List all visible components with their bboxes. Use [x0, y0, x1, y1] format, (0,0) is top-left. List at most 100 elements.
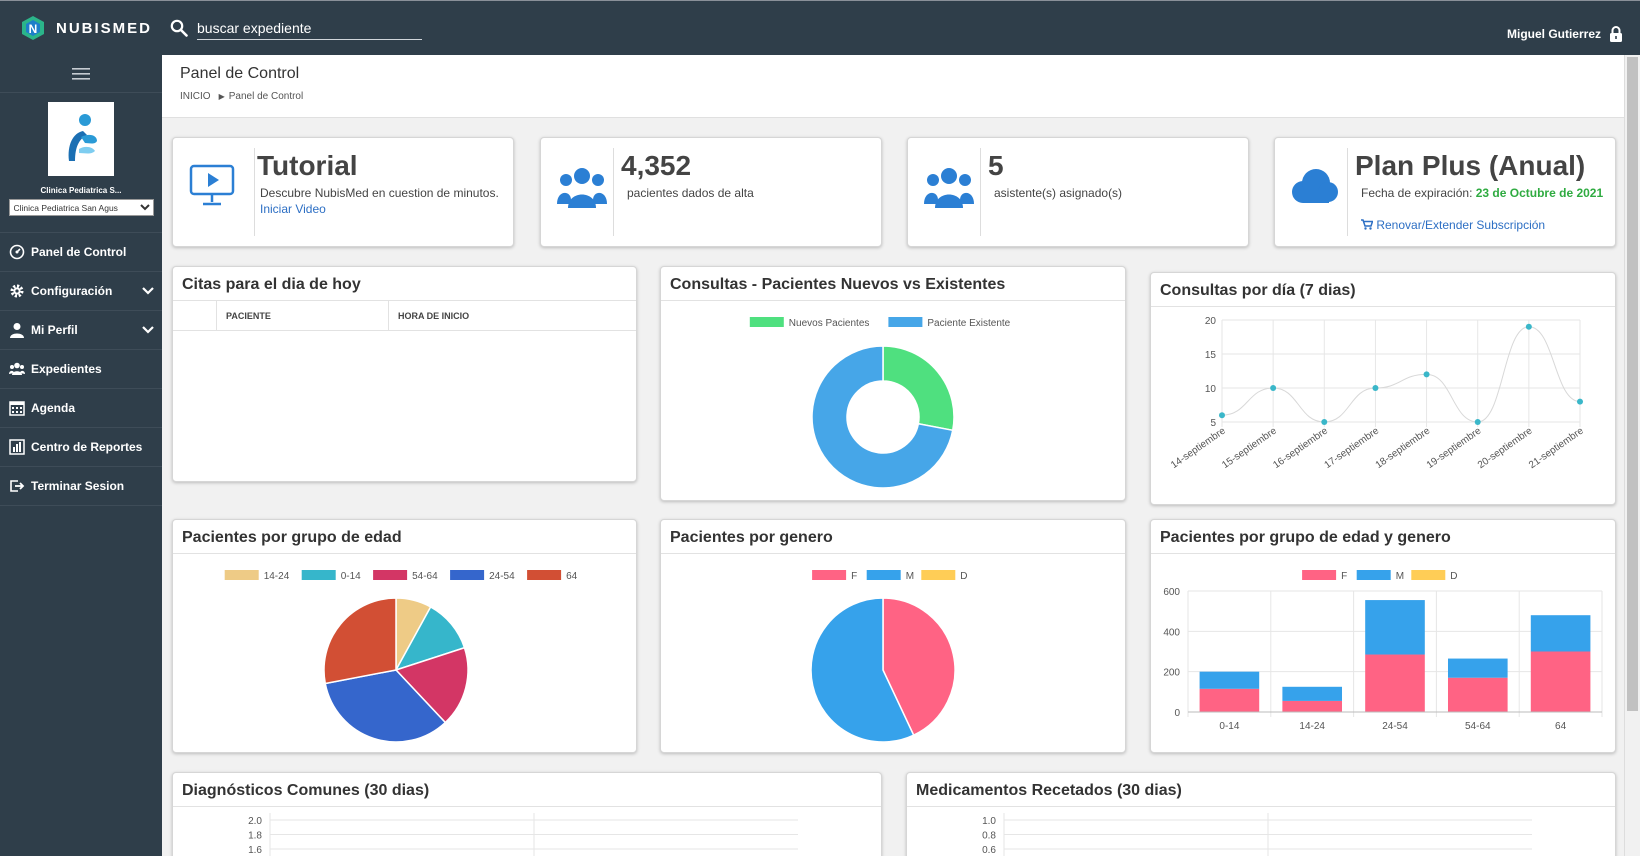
- appointments-panel: Citas para el dia de hoy PACIENTE HORA D…: [172, 266, 637, 482]
- assistants-card: 5 asistente(s) asignado(s): [907, 137, 1249, 247]
- tutorial-card[interactable]: Tutorial Descubre NubisMed en cuestion d…: [172, 137, 514, 247]
- legend-label: D: [960, 571, 967, 582]
- pie-slice-M: [810, 597, 915, 743]
- sidebar-item-centro-de-reportes[interactable]: Centro de Reportes: [0, 428, 162, 467]
- new-vs-existing-chart: Nuevos Pacientes Paciente Existente: [749, 317, 1011, 489]
- y-tick-label: 0.8: [982, 831, 996, 842]
- sidebar: Clinica Pediatrica S... Clinica Pediatri…: [0, 55, 162, 856]
- plan-expiry-label: Fecha de expiración:: [1361, 186, 1473, 200]
- hamburger-icon[interactable]: [72, 67, 90, 81]
- pie-slice-Nuevos Pacientes: [882, 345, 955, 432]
- legend-swatch: [866, 570, 901, 580]
- lock-icon[interactable]: [1609, 25, 1623, 43]
- svg-text:N: N: [29, 22, 38, 36]
- x-tick-label: 21-septiembre: [1527, 425, 1586, 471]
- clinic-logo: [48, 102, 114, 176]
- legend-swatch: [1302, 570, 1337, 580]
- breadcrumb-home[interactable]: INICIO: [180, 91, 211, 102]
- user-menu[interactable]: Miguel Gutierrez: [1507, 25, 1623, 43]
- sidebar-item-expedientes[interactable]: Expedientes: [0, 350, 162, 389]
- y-tick-label: 600: [1163, 587, 1180, 598]
- legend-label: 24-54: [489, 571, 515, 582]
- breadcrumb: INICIO ▶ Panel de Control: [180, 91, 303, 102]
- logout-icon: [10, 480, 25, 492]
- age-group-chart: 14-24 0-14 54-64 24-54 64: [224, 570, 578, 743]
- legend-swatch: [749, 317, 784, 327]
- report-icon: [9, 439, 25, 455]
- legend-label: 0-14: [341, 571, 361, 582]
- column-header-paciente[interactable]: PACIENTE: [216, 301, 388, 331]
- sidebar-item-mi-perfil[interactable]: Mi Perfil: [0, 311, 162, 350]
- x-tick-label: 54-64: [1465, 721, 1491, 732]
- bar-M-54-64: [1447, 658, 1508, 678]
- chevron-down-icon: [142, 287, 154, 295]
- breadcrumb-current: Panel de Control: [228, 91, 304, 102]
- legend-label: M: [906, 571, 914, 582]
- panel-title: Consultas - Pacientes Nuevos vs Existent…: [670, 276, 1006, 293]
- sidebar-item-label: Panel de Control: [31, 245, 127, 259]
- legend-label: 64: [566, 571, 578, 582]
- gender-panel: Pacientes por genero F M D: [660, 519, 1126, 753]
- data-point: [1577, 398, 1583, 405]
- sidebar-item-label: Mi Perfil: [31, 323, 78, 337]
- panel-title: Diagnósticos Comunes (30 dias): [182, 782, 430, 799]
- app-name: NUBISMED: [56, 19, 153, 37]
- page-title: Panel de Control: [180, 65, 300, 82]
- renew-subscription-link[interactable]: Renovar/Extender Subscripción: [1361, 218, 1545, 232]
- sidebar-item-configuracion[interactable]: Configuración: [0, 272, 162, 311]
- legend-swatch: [224, 570, 259, 580]
- brand[interactable]: N NUBISMED: [20, 15, 152, 41]
- legend-swatch: [527, 570, 562, 580]
- chevron-down-icon: [142, 326, 154, 334]
- patients-card: 4,352 pacientes dados de alta: [540, 137, 882, 247]
- x-tick-label: 19-septiembre: [1425, 425, 1484, 471]
- sidebar-item-label: Expedientes: [31, 362, 102, 376]
- plan-expiry-date: 23 de Octubre de 2021: [1475, 186, 1604, 200]
- pie-slice-64: [323, 597, 397, 685]
- data-point: [1321, 419, 1328, 425]
- tutorial-text: Descubre NubisMed en cuestion de minutos…: [260, 186, 499, 200]
- legend-label: 54-64: [412, 571, 438, 582]
- assistants-count: 5: [988, 150, 1004, 181]
- legend-swatch: [373, 570, 408, 580]
- y-tick-label: 400: [1163, 627, 1180, 638]
- bar-F-14-24: [1282, 700, 1343, 712]
- legend-swatch: [888, 317, 923, 327]
- scrollbar[interactable]: [1624, 55, 1640, 856]
- data-point: [1474, 419, 1481, 425]
- legend-swatch: [450, 570, 485, 580]
- bar-F-54-64: [1447, 677, 1508, 712]
- legend-swatch: [301, 570, 336, 580]
- search-icon[interactable]: [170, 19, 188, 37]
- plan-title: Plan Plus (Anual): [1355, 150, 1586, 181]
- x-tick-label: 15-septiembre: [1220, 425, 1279, 471]
- column-header-hora[interactable]: HORA DE INICIO: [388, 301, 636, 331]
- scrollbar-thumb[interactable]: [1627, 57, 1638, 711]
- menu-toggle[interactable]: [0, 55, 162, 93]
- start-video-link[interactable]: Iniciar Video: [260, 202, 326, 216]
- sidebar-item-terminar-sesion[interactable]: Terminar Sesion: [0, 467, 162, 506]
- legend-swatch: [921, 570, 956, 580]
- breadcrumb-separator-icon: ▶: [218, 92, 225, 101]
- clinic-select[interactable]: Clinica Pediatrica San Agus: [8, 199, 154, 216]
- x-tick-label: 16-septiembre: [1271, 425, 1330, 471]
- sidebar-item-panel-de-control[interactable]: Panel de Control: [0, 233, 162, 272]
- tutorial-title: Tutorial: [257, 150, 358, 181]
- data-point: [1219, 412, 1225, 419]
- diagnoses-chart: 2.0 1.8 1.6: [248, 813, 798, 856]
- search-input[interactable]: [197, 16, 422, 40]
- y-tick-label: 10: [1205, 384, 1217, 395]
- age-gender-panel: Pacientes por grupo de edad y genero F M D…: [1150, 519, 1616, 753]
- data-point: [1270, 385, 1277, 391]
- users-icon: [9, 362, 25, 375]
- legend-label: Paciente Existente: [927, 318, 1010, 329]
- assistants-text: asistente(s) asignado(s): [994, 186, 1123, 200]
- clinic-logo-icon: [68, 114, 97, 161]
- pie-slice-24-54: [324, 669, 447, 743]
- x-tick-label: 14-24: [1299, 721, 1325, 732]
- sidebar-item-label: Terminar Sesion: [31, 479, 125, 493]
- legend-label: 14-24: [264, 571, 290, 582]
- panel-title: Pacientes por genero: [670, 529, 833, 546]
- sidebar-item-agenda[interactable]: Agenda: [0, 389, 162, 428]
